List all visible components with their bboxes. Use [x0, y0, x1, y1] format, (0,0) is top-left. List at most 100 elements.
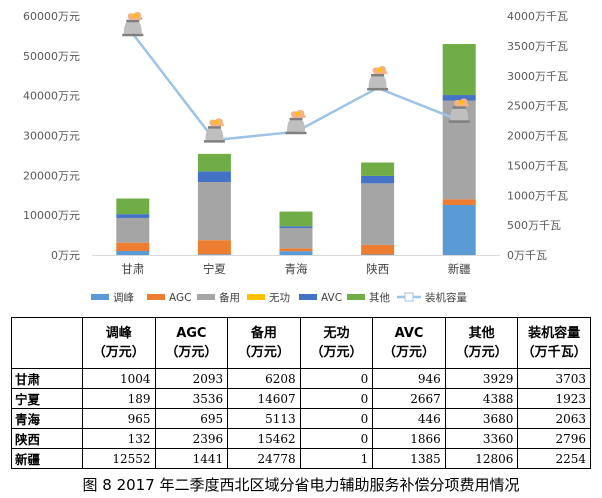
- table-row: 甘肃 1004 2093 6208 0 946 3929 3703: [11, 368, 591, 389]
- table-row: 新疆 12552 1441 24778 1 1385 12806 2254: [11, 448, 591, 469]
- bar-segment: [442, 199, 476, 206]
- table-cell: 2667: [372, 388, 446, 409]
- y2-tick-label: 1500万千瓦: [507, 159, 568, 172]
- bar-segment: [116, 242, 150, 252]
- legend-label: 调峰: [113, 292, 134, 304]
- table-cell: 2796: [517, 428, 591, 449]
- table-cell: 6208: [227, 368, 301, 389]
- table-cell: 1004: [82, 368, 156, 389]
- power-plant-icon: [285, 109, 307, 135]
- y2-tick-label: 1000万千瓦: [507, 189, 568, 202]
- legend-swatch: [91, 294, 109, 300]
- table-row: 陕西 132 2396 15462 0 1866 3360 2796: [11, 428, 591, 449]
- table-cell: 12552: [82, 448, 156, 469]
- table-cell: 2063: [517, 408, 591, 429]
- bar-segment: [361, 254, 395, 255]
- row-label: 陕西: [11, 428, 83, 449]
- bar-segment: [197, 254, 231, 255]
- bar-segment: [361, 183, 395, 245]
- x-tick-label: 新疆: [448, 262, 471, 276]
- table-cell: 2093: [154, 368, 229, 389]
- y-tick-label: 30000万元: [23, 130, 80, 143]
- bar-segment: [361, 244, 395, 255]
- table-cell: 1441: [154, 448, 229, 469]
- y-tick-label: 50000万元: [23, 50, 80, 63]
- table-row: 宁夏 189 3536 14607 0 2667 4388 1923: [11, 388, 591, 409]
- bar-segment: [279, 211, 313, 227]
- row-label: 青海: [11, 408, 83, 429]
- row-label: 宁夏: [11, 388, 83, 409]
- y2-tick-label: 2000万千瓦: [507, 130, 568, 143]
- table-cell: 946: [372, 368, 446, 389]
- table-cell: 446: [372, 408, 446, 429]
- legend-label: AGC: [169, 292, 191, 304]
- y-tick-label: 0万元: [51, 249, 80, 262]
- table-cell: 132: [82, 428, 156, 449]
- bar-segment: [279, 226, 313, 229]
- bar-segment: [442, 44, 476, 96]
- table-cell: 0: [299, 408, 374, 429]
- bar-segment: [361, 175, 395, 184]
- table-cell: 5113: [227, 408, 301, 429]
- bar-segment: [197, 171, 231, 182]
- bar-segment: [116, 198, 150, 215]
- legend-swatch: [197, 294, 215, 300]
- table-cell: 1923: [517, 388, 591, 409]
- header-cell: 调峰 （万元）: [82, 317, 156, 369]
- x-tick-label: 宁夏: [203, 262, 226, 276]
- header-cell: 其他 （万元）: [444, 317, 519, 369]
- y-tick-label: 10000万元: [23, 209, 80, 222]
- legend-label: 备用: [219, 291, 240, 304]
- table-cell: 3536: [154, 388, 229, 409]
- table-cell: 189: [82, 388, 156, 409]
- table-cell: 3360: [444, 428, 519, 449]
- table-cell: 1866: [372, 428, 446, 449]
- x-tick-label: 陕西: [366, 262, 389, 276]
- power-plant-icon: [367, 66, 389, 91]
- legend-label: AVC: [321, 292, 342, 304]
- legend-swatch: [347, 294, 365, 300]
- header-cell: 无功 （万元）: [299, 317, 374, 369]
- legend-label: 装机容量: [425, 291, 467, 304]
- table-cell: 3929: [444, 368, 519, 389]
- table-cell: 0: [299, 428, 374, 449]
- table-header-row: 调峰 （万元） AGC （万元） 备用 （万元） 无功 （万元） AVC （万元） 其他（…: [11, 317, 591, 369]
- power-plant-icon: [122, 11, 144, 37]
- bar-segment: [116, 214, 150, 218]
- chart-svg: 0万元 10000万元 20000万元 30000万元 40000万元 50000万元 60…: [23, 10, 568, 304]
- bar-segment: [279, 228, 313, 249]
- bar-segment: [116, 251, 150, 255]
- bar-segment: [442, 205, 476, 255]
- header-cell: 备用 （万元）: [227, 317, 301, 369]
- figure-caption: 图 8 2017 年二季度西北区域分省电力辅助服务补偿分项费用情况: [82, 476, 520, 494]
- row-label: 甘肃: [11, 368, 83, 389]
- table-row: 青海 965 695 5113 0 446 3680 2063: [11, 408, 591, 429]
- table-cell: 965: [82, 408, 156, 429]
- bar-segment: [197, 153, 231, 172]
- row-label: 新疆: [11, 448, 83, 469]
- bar-segment: [197, 240, 231, 255]
- table-cell: 695: [154, 408, 229, 429]
- legend-swatch: [299, 294, 317, 300]
- header-corner: [11, 317, 83, 369]
- table-cell: 14607: [227, 388, 301, 409]
- y2-tick-label: 0万千瓦: [507, 249, 547, 262]
- bar-segment: [361, 162, 395, 176]
- table-cell: 3680: [444, 408, 519, 429]
- bar-segment: [442, 95, 476, 101]
- header-cell: AVC （万元）: [372, 317, 446, 369]
- legend-swatch: [147, 294, 165, 300]
- table-cell: 4388: [444, 388, 519, 409]
- table-cell: 3703: [517, 368, 591, 389]
- table-cell: 15462: [227, 428, 301, 449]
- data-table: 调峰 （万元） AGC （万元） 备用 （万元） 无功 （万元） AVC （万元） 其他（…: [11, 317, 591, 469]
- y2-tick-label: 3500万千瓦: [507, 40, 568, 53]
- y2-tick-label: 3000万千瓦: [507, 70, 568, 83]
- y2-tick-label: 4000万千瓦: [507, 10, 568, 23]
- table-cell: 0: [299, 388, 374, 409]
- legend-label: 其他: [369, 291, 390, 304]
- header-cell: 装机容量 （万千瓦）: [517, 317, 591, 369]
- x-tick-label: 青海: [285, 262, 308, 276]
- table-cell: 2254: [517, 448, 591, 469]
- table-cell: 0: [299, 368, 374, 389]
